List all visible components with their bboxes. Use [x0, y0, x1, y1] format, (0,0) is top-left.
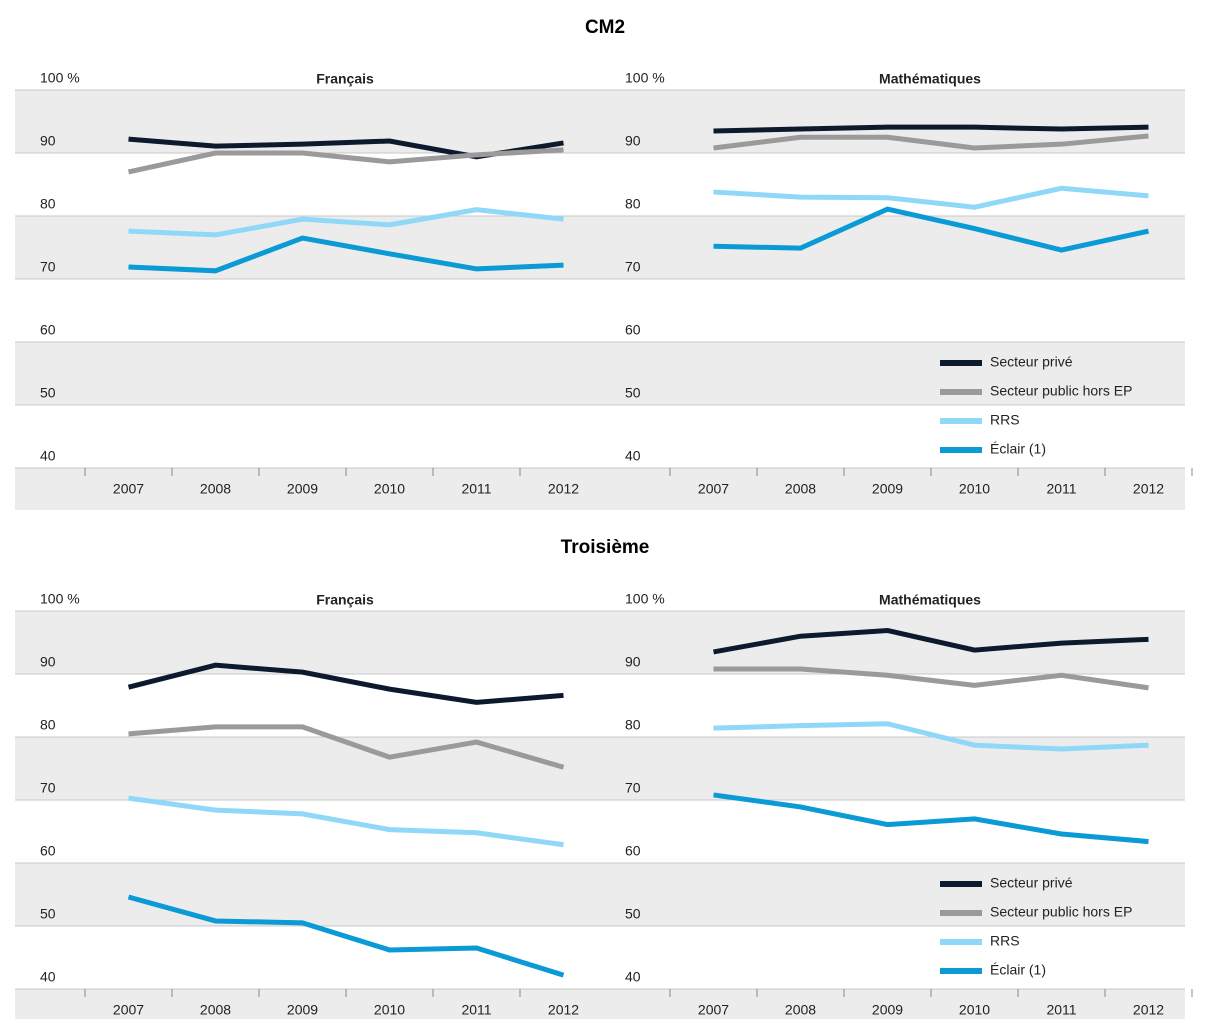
y-tick-label: 80 — [40, 196, 56, 212]
series-line — [713, 628, 1149, 655]
x-tick-label: 2008 — [200, 481, 231, 497]
section-title: CM2 — [585, 17, 625, 38]
y-tick-label: 60 — [625, 322, 641, 338]
chart-title: Mathématiques — [879, 592, 981, 608]
y-tick-label: 50 — [40, 385, 56, 401]
series-line — [127, 662, 564, 705]
x-tick-label: 2009 — [872, 481, 903, 497]
grid-band — [15, 737, 600, 800]
legend-label: Secteur public hors EP — [990, 904, 1132, 920]
x-tick-label: 2010 — [374, 481, 405, 497]
series-line — [713, 124, 1149, 134]
axis-strip — [600, 989, 1185, 1019]
series-line — [713, 206, 1150, 253]
x-tick-label: 2008 — [785, 481, 816, 497]
grid-band — [15, 611, 600, 674]
y-tick-label: 40 — [40, 969, 56, 985]
axis-strip — [15, 468, 600, 510]
legend-label: RRS — [990, 933, 1020, 949]
y-tick-label: 60 — [40, 322, 56, 338]
y-tick-label: 70 — [625, 259, 641, 275]
y-tick-label: 50 — [625, 906, 641, 922]
chart-title: Mathématiques — [879, 71, 981, 87]
chart-title: Français — [316, 592, 374, 608]
x-tick-label: 2007 — [698, 481, 729, 497]
y-tick-label: 100 % — [625, 591, 665, 607]
legend-label: Secteur privé — [990, 354, 1073, 370]
y-tick-label: 70 — [40, 780, 56, 796]
x-tick-label: 2012 — [1133, 481, 1164, 497]
series-line — [713, 133, 1149, 151]
x-tick-label: 2011 — [461, 1002, 491, 1018]
y-tick-label: 90 — [625, 654, 641, 670]
y-tick-label: 80 — [40, 717, 56, 733]
y-tick-label: 60 — [625, 843, 641, 859]
y-tick-label: 50 — [625, 385, 641, 401]
chart-title: Français — [316, 71, 374, 87]
series-line — [128, 724, 565, 770]
grid-band — [600, 90, 1185, 153]
x-tick-label: 2008 — [200, 1002, 231, 1018]
x-tick-label: 2008 — [785, 1002, 816, 1018]
y-tick-label: 70 — [40, 259, 56, 275]
x-tick-label: 2012 — [548, 1002, 579, 1018]
x-tick-label: 2010 — [374, 1002, 405, 1018]
y-tick-label: 80 — [625, 196, 641, 212]
y-tick-label: 90 — [625, 133, 641, 149]
grid-band — [15, 342, 600, 405]
x-tick-label: 2009 — [872, 1002, 903, 1018]
axis-strip — [600, 468, 1185, 510]
y-tick-label: 80 — [625, 717, 641, 733]
y-tick-label: 100 % — [40, 70, 80, 86]
grid-band — [15, 863, 600, 926]
x-tick-label: 2007 — [113, 1002, 144, 1018]
legend-label: Secteur public hors EP — [990, 383, 1132, 399]
y-tick-label: 40 — [625, 448, 641, 464]
y-tick-label: 90 — [40, 654, 56, 670]
x-tick-label: 2007 — [698, 1002, 729, 1018]
x-tick-label: 2010 — [959, 1002, 990, 1018]
legend-label: RRS — [990, 412, 1020, 428]
series-line — [127, 894, 565, 978]
y-tick-label: 90 — [40, 133, 56, 149]
x-tick-label: 2010 — [959, 481, 990, 497]
grid-band — [600, 863, 1185, 926]
y-tick-label: 60 — [40, 843, 56, 859]
grid-band — [600, 342, 1185, 405]
grid-band — [600, 216, 1185, 279]
x-tick-label: 2012 — [1133, 1002, 1164, 1018]
x-tick-label: 2011 — [1046, 481, 1076, 497]
x-tick-label: 2009 — [287, 1002, 318, 1018]
series-line — [713, 792, 1149, 845]
x-tick-label: 2012 — [548, 481, 579, 497]
y-tick-label: 50 — [40, 906, 56, 922]
x-tick-label: 2011 — [461, 481, 491, 497]
legend-label: Éclair (1) — [990, 441, 1046, 457]
series-line — [713, 666, 1149, 691]
series-line — [128, 235, 564, 274]
y-tick-label: 40 — [625, 969, 641, 985]
legend-label: Éclair (1) — [990, 962, 1046, 978]
series-line — [128, 795, 564, 848]
y-tick-label: 70 — [625, 780, 641, 796]
series-line — [713, 185, 1149, 210]
series-line — [127, 147, 564, 175]
section-title: Troisième — [561, 537, 650, 558]
axis-strip — [15, 989, 600, 1019]
y-tick-label: 100 % — [625, 70, 665, 86]
x-tick-label: 2007 — [113, 481, 144, 497]
x-tick-label: 2009 — [287, 481, 318, 497]
series-line — [713, 721, 1149, 752]
y-tick-label: 40 — [40, 448, 56, 464]
legend-label: Secteur privé — [990, 875, 1073, 891]
x-tick-label: 2011 — [1046, 1002, 1076, 1018]
series-line — [128, 207, 564, 238]
y-tick-label: 100 % — [40, 591, 80, 607]
